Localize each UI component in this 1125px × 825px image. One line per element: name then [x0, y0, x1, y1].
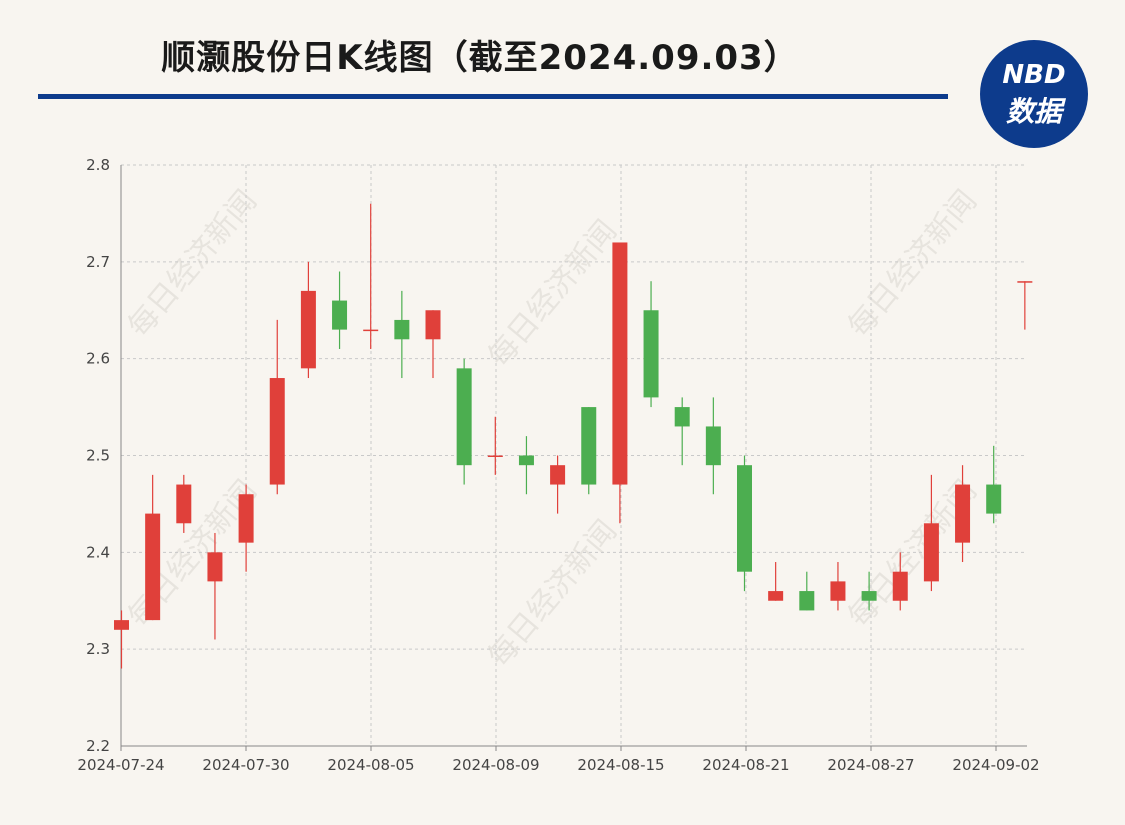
candle-body [737, 465, 752, 572]
candle-layer [114, 203, 1033, 669]
candle-body [923, 523, 939, 582]
candle-body [861, 591, 877, 601]
candle-body [768, 591, 784, 601]
candle-body [581, 407, 597, 485]
candle-body [238, 494, 254, 543]
x-tick-label: 2024-07-30 [202, 756, 289, 774]
x-tick-label: 2024-08-21 [702, 756, 789, 774]
candle-body [799, 591, 815, 611]
candle-body [394, 319, 410, 340]
watermark-text: 每日经济新闻 [121, 184, 264, 344]
candle-body [612, 242, 628, 485]
watermark-text: 每日经济新闻 [481, 214, 624, 374]
x-tick-label: 2024-08-05 [327, 756, 414, 774]
x-tick-label: 2024-09-02 [952, 756, 1039, 774]
watermark-text: 每日经济新闻 [841, 184, 984, 344]
candle-body [518, 455, 534, 466]
y-tick-label: 2.4 [86, 543, 110, 561]
candle-body [550, 465, 566, 485]
candle-body [269, 378, 285, 485]
nbd-logo: NBD 数据 [980, 40, 1088, 148]
axis-layer: 2.2 2.3 2.4 2.5 2.6 2.7 2.8 2024-07-24 2024-07-3… [77, 156, 1039, 774]
y-tick-label: 2.3 [86, 640, 110, 658]
candle-body [300, 290, 316, 369]
candle-body [456, 368, 472, 466]
title-underline [38, 94, 948, 99]
candle-body [643, 310, 659, 398]
candle-body [1017, 281, 1033, 283]
candle-body [332, 300, 348, 330]
candle-body [674, 407, 690, 427]
y-tick-label: 2.5 [86, 447, 110, 465]
y-tick-label: 2.2 [86, 737, 110, 755]
candle-body [114, 620, 129, 630]
logo-text-top: NBD [1002, 60, 1066, 90]
candle-body [705, 426, 721, 466]
logo-text-bottom: 数据 [1005, 95, 1062, 128]
x-tick-label: 2024-08-27 [827, 756, 914, 774]
y-tick-label: 2.6 [86, 350, 110, 368]
y-tick-label: 2.7 [86, 253, 110, 271]
candle-body [145, 513, 161, 621]
chart-title: 顺灏股份日K线图（截至2024.09.03） [161, 38, 799, 78]
candle-body [363, 329, 379, 332]
x-tick-label: 2024-08-09 [452, 756, 539, 774]
candle-body [892, 571, 908, 601]
candle-body [955, 484, 971, 543]
x-tick-label: 2024-08-15 [577, 756, 664, 774]
candle-body [425, 310, 441, 340]
candle-body [207, 552, 223, 582]
y-tick-label: 2.8 [86, 156, 110, 174]
candle-body [487, 455, 503, 457]
candle-body [986, 484, 1002, 514]
candle-body [830, 581, 846, 601]
watermark-text: 每日经济新闻 [481, 514, 624, 674]
x-tick-label: 2024-07-24 [77, 756, 164, 774]
candle-body [176, 484, 192, 524]
